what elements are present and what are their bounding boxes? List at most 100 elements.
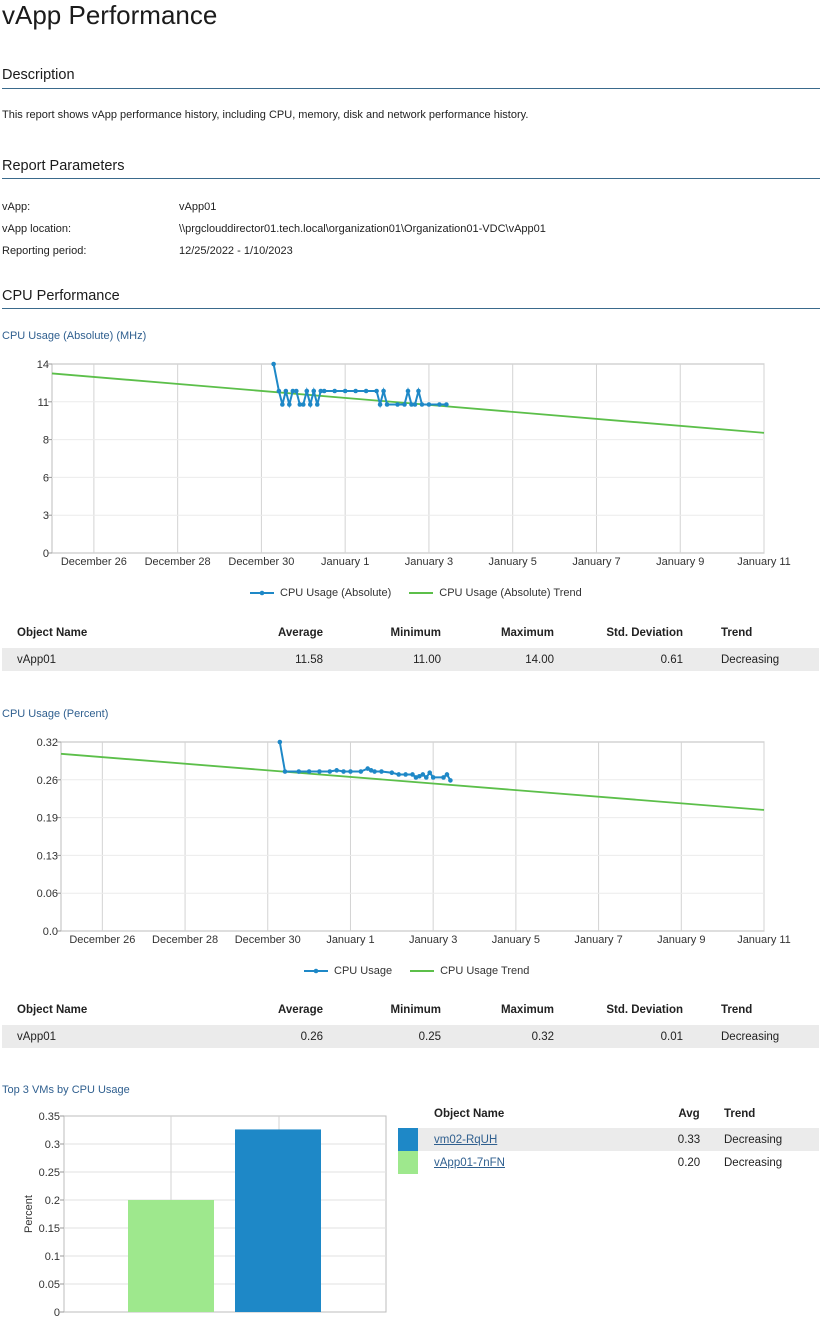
cell-maximum: 0.32 xyxy=(441,1025,554,1048)
cell-avg: 0.20 xyxy=(677,1156,701,1169)
data-point xyxy=(417,773,422,779)
description-text: This report shows vApp performance histo… xyxy=(2,109,529,121)
cell-name: vm02-RqUH xyxy=(434,1128,654,1151)
legend-pct-trend: CPU Usage Trend xyxy=(440,965,530,977)
data-point xyxy=(416,388,421,394)
data-point xyxy=(396,772,402,777)
table-row: vApp01 0.26 0.25 0.32 0.01 Decreasing xyxy=(2,1025,819,1048)
x-tick-label: January 5 xyxy=(489,556,537,568)
cell-maximum: 14.00 xyxy=(441,648,554,671)
y-tick-label: 0.25 xyxy=(39,1167,60,1179)
data-point xyxy=(409,402,414,407)
data-point xyxy=(283,388,289,394)
data-point xyxy=(277,739,283,745)
data-point xyxy=(403,772,408,777)
cell-trend: Decreasing xyxy=(683,648,819,671)
table-header-row: Object Name Average Minimum Maximum Std.… xyxy=(2,995,819,1025)
legend-line-icon xyxy=(250,590,274,596)
y-tick-label: 0.35 xyxy=(39,1111,60,1123)
y-tick-label: 0.06 xyxy=(37,888,58,900)
data-point xyxy=(341,769,346,774)
col-object-name: Object Name xyxy=(17,1004,88,1016)
top3-title: Top 3 VMs by CPU Usage xyxy=(2,1084,130,1096)
y-tick-label: 0.26 xyxy=(37,775,58,787)
data-point xyxy=(374,388,379,394)
table-row: vApp01-7nFN 0.20 Decreasing xyxy=(398,1151,819,1174)
data-point xyxy=(318,388,324,394)
plot-area xyxy=(51,363,765,554)
data-point xyxy=(384,402,390,407)
data-point xyxy=(314,402,320,407)
y-tick-label: 11 xyxy=(38,397,49,409)
data-point xyxy=(307,402,313,407)
color-swatch-cell xyxy=(398,1151,434,1174)
legend-abs-series: CPU Usage (Absolute) xyxy=(280,587,392,599)
x-tick-label: January 11 xyxy=(737,934,791,946)
data-point xyxy=(327,769,333,774)
legend-line-icon xyxy=(304,968,328,974)
data-point xyxy=(365,766,371,771)
y-axis-label: Percent xyxy=(23,1195,35,1233)
x-tick-label: December 28 xyxy=(145,556,211,568)
data-point xyxy=(427,770,433,776)
col-average: Average xyxy=(278,627,323,639)
cell-average: 11.58 xyxy=(197,648,323,671)
col-avg: Avg xyxy=(678,1108,700,1120)
parameters-rule xyxy=(2,178,820,179)
color-swatch xyxy=(398,1128,418,1151)
legend-trend-icon xyxy=(410,970,435,972)
table-row: vApp01 11.58 11.00 14.00 0.61 Decreasing xyxy=(2,648,819,671)
x-tick-label: January 7 xyxy=(574,934,622,946)
data-point xyxy=(395,402,400,407)
col-trend: Trend xyxy=(724,1108,756,1120)
data-point xyxy=(294,388,299,394)
cell-trend: Decreasing xyxy=(683,1025,819,1048)
x-tick-label: January 3 xyxy=(405,556,453,568)
x-tick-label: December 26 xyxy=(69,934,135,946)
data-point xyxy=(441,775,446,780)
chart-pct-cpu-usage: December 26 December 28 December 30 January… xyxy=(37,737,791,946)
description-heading: Description xyxy=(2,67,75,83)
data-point xyxy=(420,772,426,777)
data-point xyxy=(304,388,310,394)
y-tick-label: 0.19 xyxy=(37,813,58,825)
data-point xyxy=(342,388,348,394)
data-point xyxy=(332,388,338,394)
data-point xyxy=(300,402,306,407)
y-tick-label: 3 xyxy=(43,510,49,522)
legend-trend-icon xyxy=(409,592,434,594)
top3-vm-table: Object Name Avg Trend vm02-RqUH 0.33 Dec… xyxy=(398,1100,819,1174)
cell-std: 0.01 xyxy=(554,1025,683,1048)
y-tick-label: 0.15 xyxy=(39,1223,60,1235)
data-point xyxy=(389,770,395,776)
cell-minimum: 11.00 xyxy=(323,648,441,671)
y-tick-label: 8 xyxy=(43,435,49,447)
color-swatch-cell xyxy=(398,1128,434,1151)
data-point xyxy=(423,775,429,780)
color-swatch xyxy=(398,1151,418,1174)
vm-link[interactable]: vm02-RqUH xyxy=(434,1133,498,1146)
cell-minimum: 0.25 xyxy=(323,1025,441,1048)
data-point xyxy=(334,768,339,773)
bar-vapp01-7nfn xyxy=(128,1200,214,1312)
description-rule xyxy=(2,88,820,89)
data-point xyxy=(444,772,450,777)
vm-link[interactable]: vApp01-7nFN xyxy=(434,1156,505,1169)
data-point xyxy=(363,388,369,394)
x-tick-label: January 1 xyxy=(321,556,369,568)
table-header-row: Object Name Average Minimum Maximum Std.… xyxy=(2,618,819,648)
data-point xyxy=(287,402,292,407)
param-value-period: 12/25/2022 - 1/10/2023 xyxy=(179,245,293,257)
data-point xyxy=(405,388,411,394)
data-point xyxy=(280,402,285,407)
data-point xyxy=(317,769,322,774)
y-tick-label: 0.05 xyxy=(39,1279,60,1291)
cell-name: vApp01 xyxy=(2,1025,197,1048)
x-tick-label: January 11 xyxy=(737,556,791,568)
col-object-name: Object Name xyxy=(434,1108,505,1120)
param-label-vapp: vApp: xyxy=(2,201,31,213)
plot-area xyxy=(60,741,765,932)
col-trend: Trend xyxy=(721,1004,753,1016)
data-point xyxy=(296,769,302,774)
parameters-heading: Report Parameters xyxy=(2,158,125,174)
